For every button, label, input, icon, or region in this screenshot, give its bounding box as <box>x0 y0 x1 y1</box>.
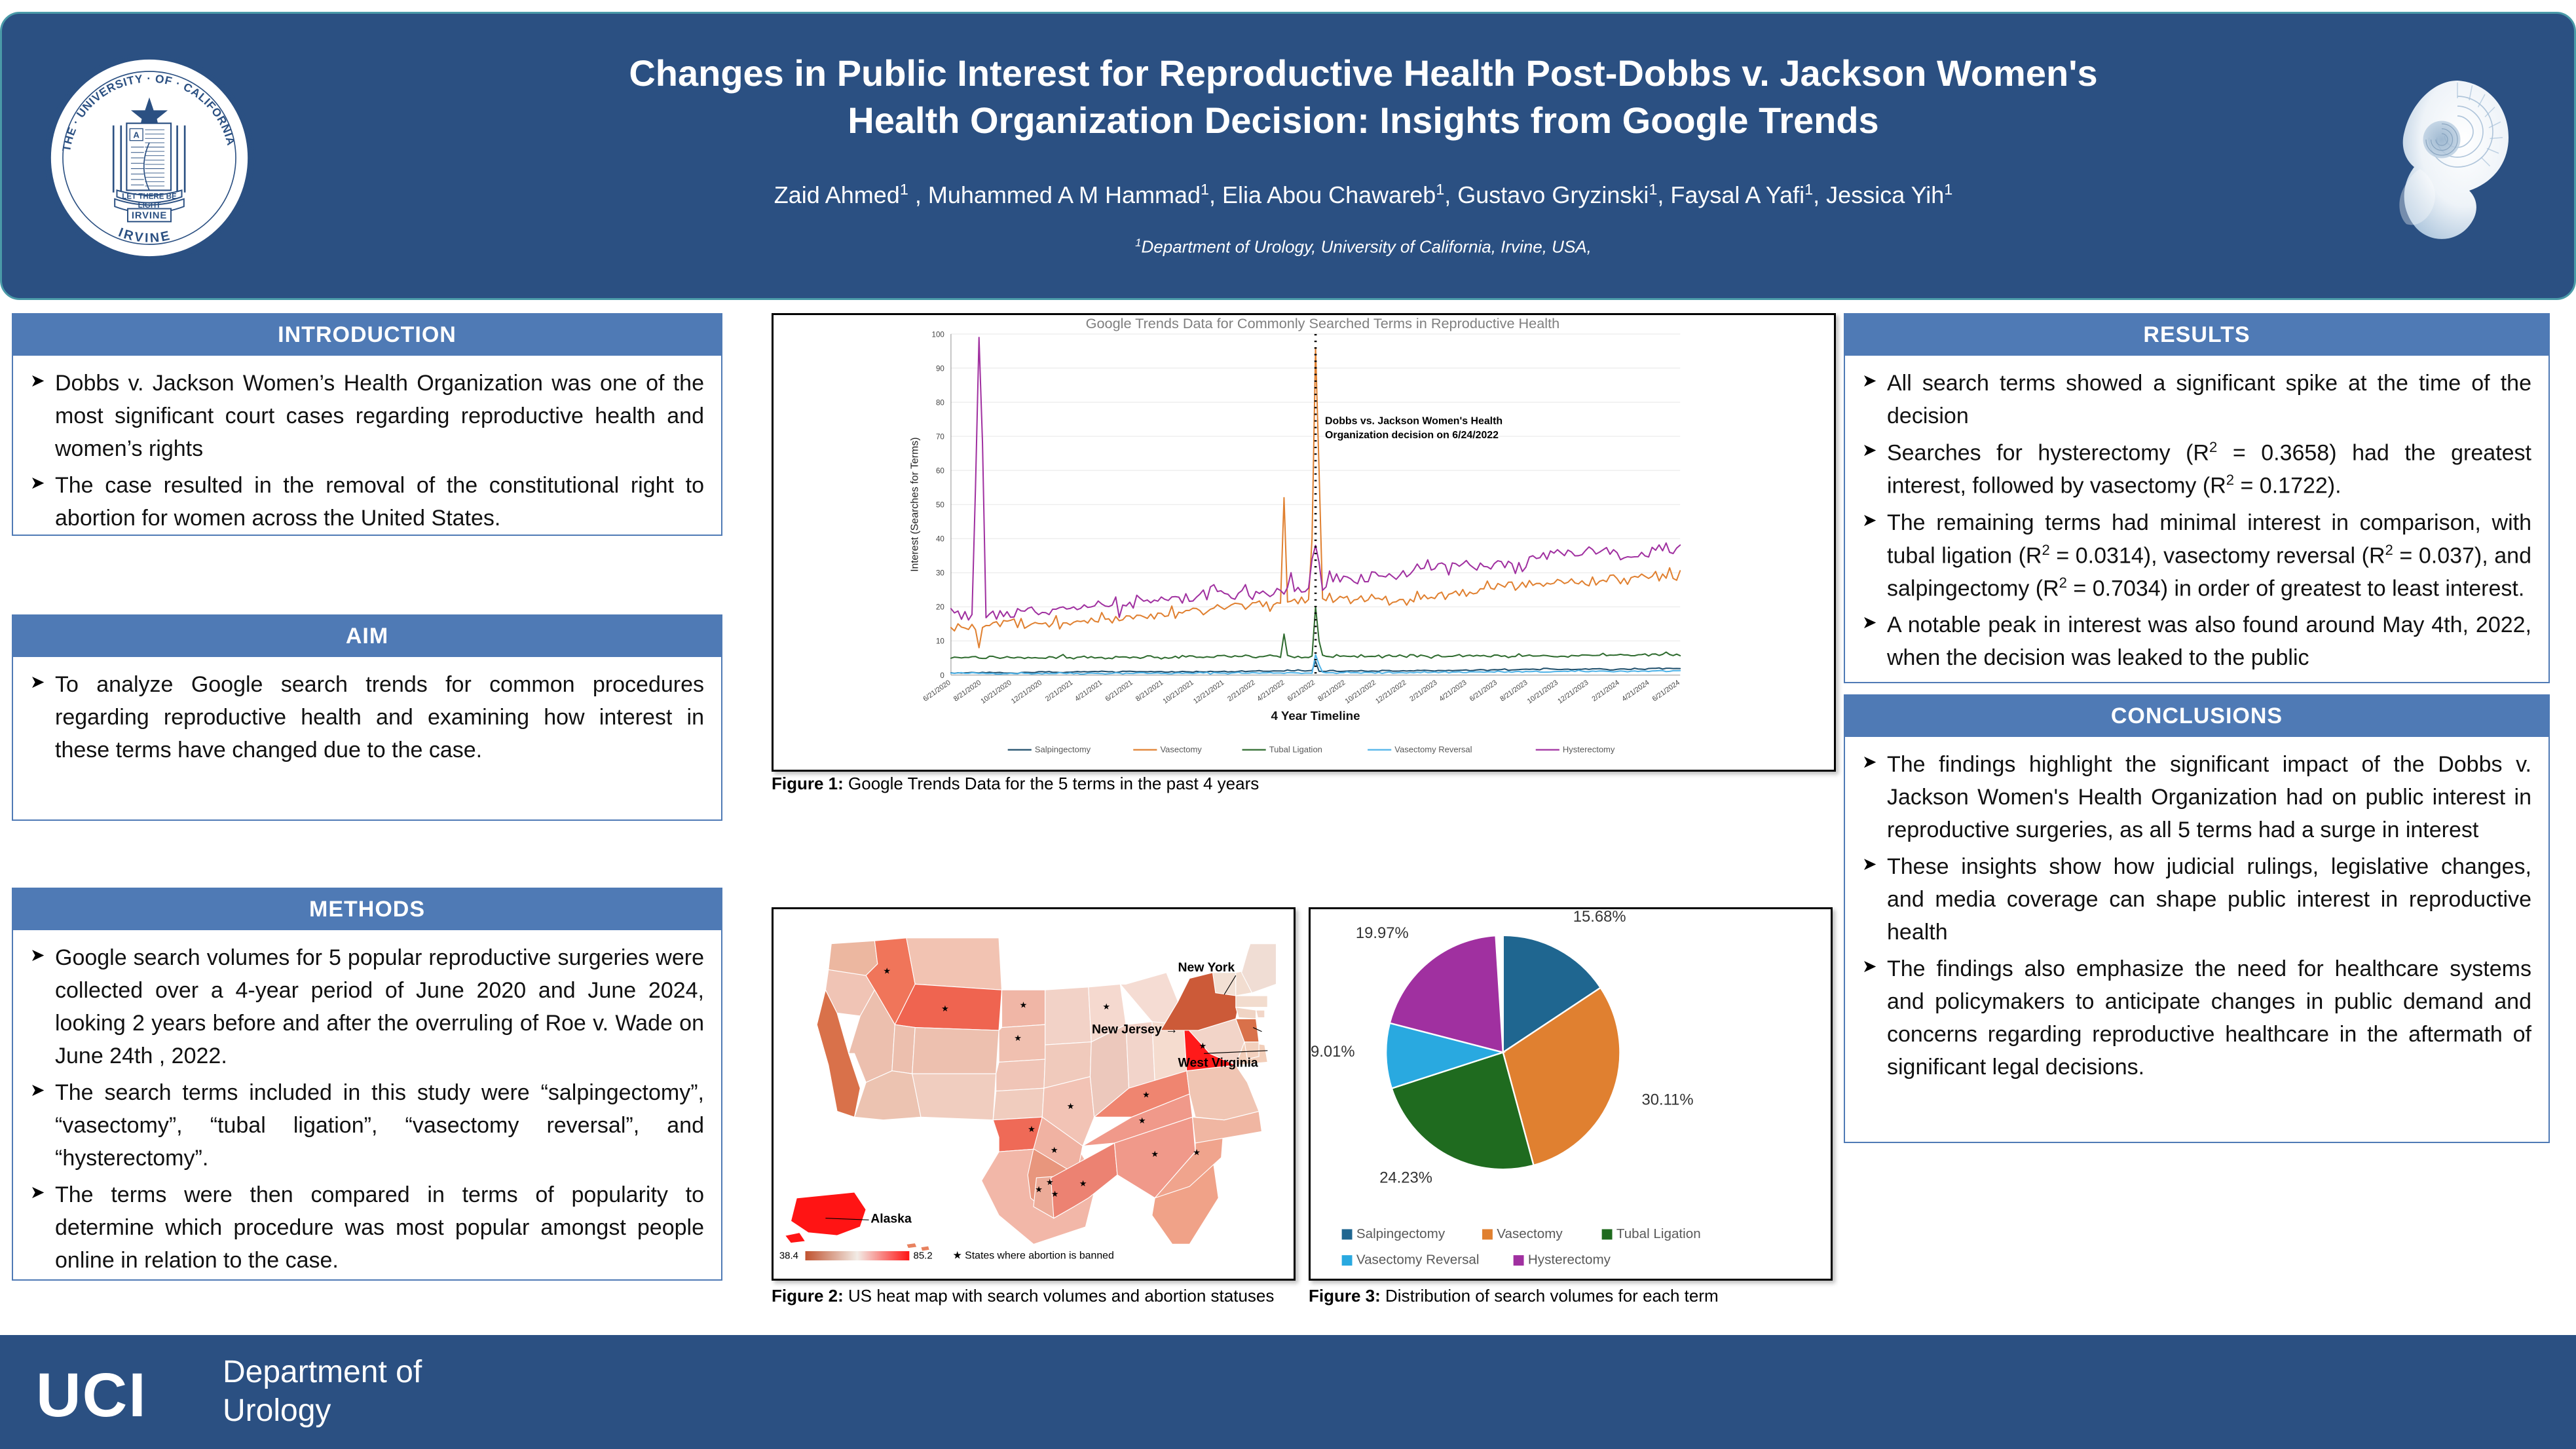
svg-text:Interest (Searches for Terms): Interest (Searches for Terms) <box>909 437 920 571</box>
svg-text:24.23%: 24.23% <box>1379 1169 1432 1186</box>
svg-text:90: 90 <box>936 365 944 373</box>
svg-text:Tubal Ligation: Tubal Ligation <box>1616 1226 1701 1241</box>
svg-text:6/21/2022: 6/21/2022 <box>1286 679 1316 703</box>
svg-text:★: ★ <box>1028 1124 1036 1134</box>
svg-text:10/21/2021: 10/21/2021 <box>1161 679 1195 706</box>
svg-text:6/21/2020: 6/21/2020 <box>922 679 952 703</box>
svg-text:★: ★ <box>1020 1000 1028 1010</box>
svg-text:★: ★ <box>1051 1145 1058 1155</box>
svg-text:6/21/2021: 6/21/2021 <box>1104 679 1134 703</box>
svg-text:2/21/2024: 2/21/2024 <box>1590 679 1620 703</box>
svg-text:★: ★ <box>1079 1178 1087 1188</box>
svg-text:8/21/2021: 8/21/2021 <box>1134 679 1165 703</box>
svg-text:0: 0 <box>940 672 944 680</box>
svg-text:30.11%: 30.11% <box>1642 1091 1694 1108</box>
svg-text:Salpingectomy: Salpingectomy <box>1356 1226 1446 1241</box>
svg-text:Vasectomy: Vasectomy <box>1160 744 1202 754</box>
svg-text:4/21/2023: 4/21/2023 <box>1438 679 1468 703</box>
svg-text:Hysterectomy: Hysterectomy <box>1563 744 1615 754</box>
svg-text:2/21/2022: 2/21/2022 <box>1226 679 1256 703</box>
svg-text:12/21/2022: 12/21/2022 <box>1374 679 1408 706</box>
svg-text:★: ★ <box>1142 1089 1150 1099</box>
svg-text:★: ★ <box>941 1004 949 1013</box>
svg-text:★: ★ <box>1035 1184 1043 1194</box>
svg-text:★: ★ <box>1193 1147 1201 1157</box>
svg-text:★: ★ <box>883 966 891 976</box>
svg-text:4/21/2021: 4/21/2021 <box>1073 679 1104 703</box>
svg-text:12/21/2020: 12/21/2020 <box>1010 679 1043 706</box>
svg-text:Vasectomy: Vasectomy <box>1497 1226 1563 1241</box>
svg-text:8/21/2020: 8/21/2020 <box>952 679 982 703</box>
svg-text:★: ★ <box>1199 1041 1207 1051</box>
svg-text:2/21/2021: 2/21/2021 <box>1044 679 1074 703</box>
svg-text:Organization decision on 6/24/: Organization decision on 6/24/2022 <box>1325 430 1499 441</box>
svg-text:Tubal Ligation: Tubal Ligation <box>1269 744 1322 754</box>
svg-text:IRVINE: IRVINE <box>132 210 167 221</box>
svg-text:Dobbs vs. Jackson Women's Heal: Dobbs vs. Jackson Women's Health <box>1325 415 1503 426</box>
svg-text:4 Year Timeline: 4 Year Timeline <box>1271 709 1360 723</box>
svg-text:8/21/2022: 8/21/2022 <box>1316 679 1347 703</box>
svg-text:80: 80 <box>936 399 944 407</box>
svg-text:10/21/2023: 10/21/2023 <box>1526 679 1559 706</box>
svg-text:10/21/2022: 10/21/2022 <box>1344 679 1377 706</box>
svg-text:New Jersey →: New Jersey → <box>1092 1022 1178 1036</box>
svg-text:70: 70 <box>936 433 944 441</box>
svg-text:★: ★ <box>1067 1101 1075 1111</box>
svg-text:85.2: 85.2 <box>913 1250 932 1261</box>
svg-text:15.68%: 15.68% <box>1573 909 1626 926</box>
svg-text:12/21/2021: 12/21/2021 <box>1192 679 1225 706</box>
svg-text:★: ★ <box>1046 1177 1054 1187</box>
svg-text:LET THERE BE: LET THERE BE <box>122 193 177 201</box>
svg-text:10: 10 <box>936 638 944 646</box>
svg-text:60: 60 <box>936 467 944 475</box>
svg-text:★: ★ <box>1102 1002 1110 1011</box>
svg-text:6/21/2024: 6/21/2024 <box>1651 679 1681 703</box>
svg-text:A: A <box>133 130 140 140</box>
svg-text:★: ★ <box>1138 1116 1146 1125</box>
svg-text:★: ★ <box>1151 1149 1159 1159</box>
svg-text:★ States where abortion is ban: ★ States where abortion is banned <box>952 1250 1113 1261</box>
svg-text:Alaska: Alaska <box>870 1212 912 1226</box>
svg-text:Hysterectomy: Hysterectomy <box>1528 1252 1611 1268</box>
svg-text:Vasectomy Reversal: Vasectomy Reversal <box>1356 1252 1480 1268</box>
svg-text:Vasectomy Reversal: Vasectomy Reversal <box>1394 744 1472 754</box>
svg-text:12/21/2023: 12/21/2023 <box>1556 679 1590 706</box>
svg-text:4/21/2022: 4/21/2022 <box>1256 679 1286 703</box>
svg-text:100: 100 <box>932 331 944 339</box>
svg-text:38.4: 38.4 <box>779 1250 798 1261</box>
svg-text:Google Trends Data for Commonl: Google Trends Data for Commonly Searched… <box>1086 315 1560 331</box>
svg-text:20: 20 <box>936 604 944 612</box>
svg-text:9.01%: 9.01% <box>1311 1043 1355 1061</box>
svg-text:6/21/2023: 6/21/2023 <box>1468 679 1499 703</box>
svg-text:19.97%: 19.97% <box>1356 924 1409 942</box>
svg-text:Salpingectomy: Salpingectomy <box>1035 744 1091 754</box>
svg-text:30: 30 <box>936 570 944 578</box>
svg-text:8/21/2023: 8/21/2023 <box>1499 679 1529 703</box>
svg-text:★: ★ <box>1014 1033 1022 1043</box>
svg-text:4/21/2024: 4/21/2024 <box>1620 679 1651 703</box>
svg-text:★: ★ <box>1051 1189 1059 1199</box>
svg-text:New York: New York <box>1178 960 1235 975</box>
svg-text:10/21/2020: 10/21/2020 <box>979 679 1013 706</box>
svg-text:40: 40 <box>936 536 944 544</box>
svg-text:West Virginia: West Virginia <box>1178 1056 1258 1070</box>
svg-text:2/21/2023: 2/21/2023 <box>1408 679 1438 703</box>
svg-text:50: 50 <box>936 502 944 510</box>
